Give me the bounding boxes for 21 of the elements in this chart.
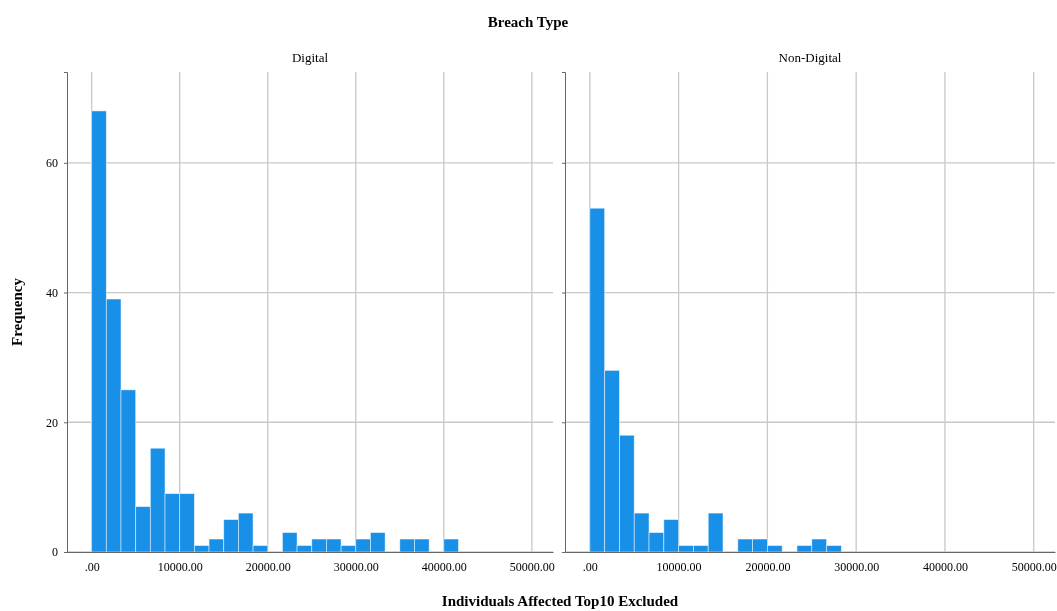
x-tick-label: 20000.00 <box>245 559 291 574</box>
x-tick-label: 50000.00 <box>1011 559 1057 574</box>
chart-subtitle: Digital <box>291 50 329 65</box>
y-axis-title: Frequency <box>9 277 25 347</box>
y-tick-label: 60 <box>46 156 58 171</box>
x-axis-title: Individuals Affected Top10 Excluded <box>441 593 679 609</box>
x-tick-label: .00 <box>84 559 100 574</box>
chart-title: Breach Type <box>487 14 569 30</box>
x-tick-label: 40000.00 <box>922 559 968 574</box>
x-tick-label: .00 <box>582 559 598 574</box>
x-tick-label: 30000.00 <box>834 559 880 574</box>
chart-subtitle: Non-Digital <box>778 50 842 65</box>
x-tick-label: 10000.00 <box>157 559 203 574</box>
y-tick-label: 20 <box>46 415 58 430</box>
x-tick-label: 50000.00 <box>509 559 555 574</box>
y-tick-label: 40 <box>46 285 58 300</box>
x-tick-label: 30000.00 <box>333 559 379 574</box>
x-tick-label: 10000.00 <box>656 559 702 574</box>
x-tick-label: 20000.00 <box>745 559 791 574</box>
y-tick-label: 0 <box>52 545 58 560</box>
x-tick-label: 40000.00 <box>421 559 467 574</box>
